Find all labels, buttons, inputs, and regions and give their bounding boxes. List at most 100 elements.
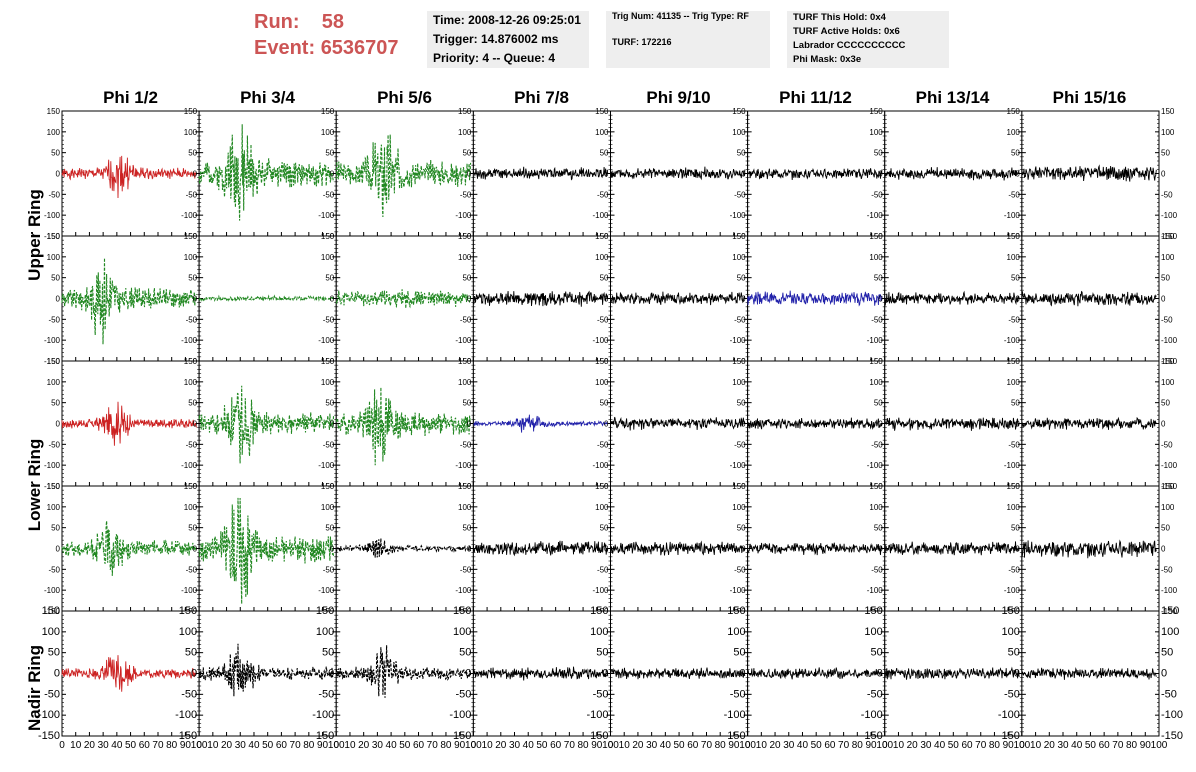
x-tick-label: 100 <box>876 740 893 751</box>
x-tick-label: 0 <box>745 740 751 751</box>
x-tick-label: 50 <box>674 740 686 751</box>
y-tick-label: -100 <box>592 336 609 345</box>
y-tick-label: -50 <box>1161 565 1173 574</box>
y-tick-label: 100 <box>184 378 198 387</box>
waveform-r2-c4 <box>610 416 746 431</box>
y-tick-label: 0 <box>54 668 60 680</box>
x-tick-label: 100 <box>1151 740 1168 751</box>
y-tick-label: 50 <box>737 274 746 283</box>
y-tick-label: -100 <box>312 709 334 721</box>
priority-text: Priority: 4 -- Queue: 4 <box>433 51 556 65</box>
y-tick-label: 100 <box>179 626 197 638</box>
waveform-r0-c6 <box>884 167 1020 181</box>
y-tick-label: 50 <box>1161 524 1170 533</box>
waveform-r4-c6 <box>884 666 1020 680</box>
run-label: Run: <box>254 11 300 33</box>
y-tick-label: 150 <box>1002 605 1020 617</box>
y-tick-label: -50 <box>871 190 883 199</box>
x-tick-label: 50 <box>536 740 548 751</box>
y-tick-label: -150 <box>1161 730 1183 742</box>
y-tick-label: 100 <box>47 253 61 262</box>
y-tick-label: 0 <box>740 668 746 680</box>
x-tick-label: 0 <box>471 740 477 751</box>
x-tick-label: 100 <box>739 740 756 751</box>
y-tick-label: -100 <box>44 461 61 470</box>
y-tick-label: 50 <box>600 149 609 158</box>
y-tick-label: -150 <box>175 730 197 742</box>
y-tick-label: -50 <box>460 190 472 199</box>
y-tick-label: 100 <box>732 253 746 262</box>
y-tick-label: -100 <box>175 709 197 721</box>
x-tick-label: 80 <box>1126 740 1138 751</box>
y-tick-label: 100 <box>458 128 472 137</box>
y-tick-label: -100 <box>1161 461 1178 470</box>
y-tick-label: -150 <box>44 357 61 366</box>
x-tick-label: 70 <box>975 740 987 751</box>
y-tick-label: 100 <box>869 503 883 512</box>
y-tick-label: 50 <box>1161 399 1170 408</box>
y-tick-label: 0 <box>1161 170 1166 179</box>
y-tick-label: 100 <box>869 378 883 387</box>
y-tick-label: 50 <box>322 647 334 659</box>
y-tick-label: 150 <box>458 482 472 491</box>
y-tick-label: 0 <box>878 295 883 304</box>
waveform-r3-c7 <box>1021 539 1157 559</box>
trig-num-text: Trig Num: 41135 -- Trig Type: RF <box>612 11 749 21</box>
x-tick-label: 0 <box>196 740 202 751</box>
x-tick-label: 30 <box>98 740 110 751</box>
y-tick-label: 0 <box>1161 295 1166 304</box>
y-tick-label: -100 <box>867 336 884 345</box>
trigger-text: Trigger: 14.876002 ms <box>433 32 559 46</box>
y-tick-label: 0 <box>56 420 61 429</box>
x-tick-label: 70 <box>701 740 713 751</box>
x-tick-label: 50 <box>811 740 823 751</box>
y-tick-label: 150 <box>1161 232 1175 241</box>
x-tick-label: 80 <box>852 740 864 751</box>
x-tick-label: 10 <box>1030 740 1042 751</box>
x-tick-label: 90 <box>865 740 877 751</box>
y-tick-label: 150 <box>727 605 745 617</box>
y-tick-label: 150 <box>732 232 746 241</box>
y-tick-label: -50 <box>460 440 472 449</box>
x-tick-label: 30 <box>646 740 658 751</box>
y-tick-label: -100 <box>724 709 746 721</box>
y-tick-label: 50 <box>596 647 608 659</box>
waveform-r1-c5 <box>747 290 883 307</box>
y-tick-label: 0 <box>741 420 746 429</box>
x-tick-label: 30 <box>1057 740 1069 751</box>
y-tick-label: -50 <box>867 688 883 700</box>
y-tick-label: 100 <box>453 626 471 638</box>
y-tick-label: 150 <box>321 107 335 116</box>
y-tick-label: 0 <box>467 170 472 179</box>
y-tick-label: 100 <box>1007 128 1021 137</box>
y-tick-label: 100 <box>47 128 61 137</box>
y-tick-label: 150 <box>321 482 335 491</box>
y-tick-label: 0 <box>604 170 609 179</box>
y-tick-label: 50 <box>737 524 746 533</box>
y-tick-label: 50 <box>1011 149 1020 158</box>
y-tick-label: 0 <box>330 545 335 554</box>
y-tick-label: 100 <box>321 503 335 512</box>
y-tick-label: -50 <box>48 440 60 449</box>
y-tick-label: 150 <box>179 605 197 617</box>
col-header-phi-5-6: Phi 5/6 <box>377 88 432 107</box>
y-tick-label: 100 <box>869 253 883 262</box>
y-tick-label: 150 <box>458 232 472 241</box>
y-tick-label: 0 <box>1015 545 1020 554</box>
y-tick-label: -50 <box>186 315 198 324</box>
y-tick-label: -100 <box>318 586 335 595</box>
y-tick-label: 50 <box>874 149 883 158</box>
x-tick-label: 40 <box>111 740 123 751</box>
y-tick-label: -50 <box>48 565 60 574</box>
y-tick-label: -100 <box>181 211 198 220</box>
y-tick-label: -150 <box>861 730 883 742</box>
y-tick-label: 0 <box>56 545 61 554</box>
x-tick-label: 100 <box>602 740 619 751</box>
x-tick-label: 20 <box>907 740 919 751</box>
col-header-phi-7-8: Phi 7/8 <box>514 88 569 107</box>
x-tick-label: 40 <box>386 740 398 751</box>
y-tick-label: 150 <box>1161 357 1175 366</box>
y-tick-label: 50 <box>462 274 471 283</box>
x-tick-label: 80 <box>303 740 315 751</box>
y-tick-label: 100 <box>1161 626 1179 638</box>
